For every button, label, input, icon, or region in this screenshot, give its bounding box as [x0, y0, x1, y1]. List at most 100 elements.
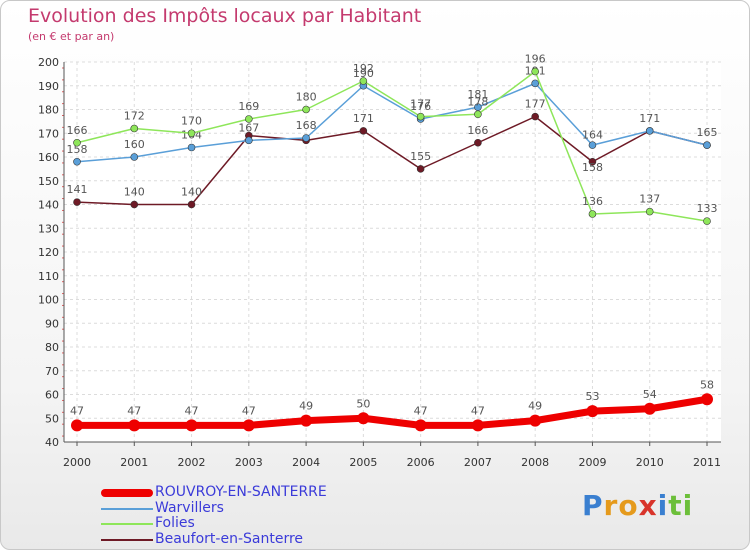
logo-letter: i [682, 489, 694, 522]
data-point [185, 419, 198, 432]
y-tick-label: 70 [45, 365, 59, 378]
x-tick-label: 2005 [349, 456, 377, 469]
data-point [71, 419, 83, 432]
data-point [128, 419, 141, 432]
data-label: 164 [582, 129, 603, 142]
data-point [300, 414, 313, 427]
legend-swatch [101, 489, 153, 497]
data-label: 136 [582, 195, 603, 208]
data-point [130, 153, 139, 161]
data-label: 172 [124, 110, 145, 123]
logo-letter: r [603, 489, 619, 522]
legend-label: Warvillers [155, 499, 224, 516]
logo-letter: P [582, 489, 604, 522]
logo-letter: i [657, 489, 669, 522]
data-point [357, 412, 370, 425]
data-label: 171 [639, 112, 660, 125]
data-label: 49 [299, 400, 313, 413]
data-point [302, 134, 310, 142]
x-tick-label: 2000 [63, 456, 91, 469]
data-label: 137 [639, 193, 660, 206]
data-point [416, 112, 425, 121]
data-point [645, 127, 654, 135]
logo-letter: x [638, 489, 658, 522]
data-label: 50 [356, 397, 370, 410]
data-point [242, 419, 255, 432]
data-label: 47 [414, 404, 428, 417]
y-tick-label: 120 [38, 246, 59, 259]
legend-label: Folies [155, 515, 195, 531]
y-tick-label: 40 [45, 436, 59, 449]
data-point [130, 124, 139, 133]
data-point [187, 129, 196, 138]
y-tick-label: 50 [45, 412, 59, 425]
data-point [588, 141, 597, 149]
data-label: 49 [528, 400, 542, 413]
data-point [586, 405, 599, 418]
data-label: 47 [471, 404, 485, 417]
data-point [73, 138, 81, 147]
data-label: 133 [697, 202, 718, 215]
y-tick-label: 200 [38, 56, 59, 69]
data-point [474, 110, 482, 119]
data-point [245, 136, 253, 145]
data-label: 166 [467, 124, 488, 137]
data-label: 190 [353, 67, 374, 80]
data-point [471, 419, 484, 432]
data-point [529, 414, 542, 427]
data-point [73, 198, 81, 206]
y-tick-label: 80 [45, 341, 59, 354]
y-tick-label: 170 [38, 127, 59, 140]
y-tick-label: 150 [38, 175, 59, 188]
data-point [187, 143, 196, 152]
data-label: 169 [238, 100, 259, 113]
data-label: 160 [124, 138, 145, 151]
data-label: 47 [127, 404, 141, 417]
data-label: 165 [697, 126, 718, 139]
logo-letter: o [618, 489, 639, 522]
data-label: 158 [582, 161, 603, 174]
data-label: 178 [467, 95, 488, 108]
legend-label: Beaufort-en-Santerre [155, 530, 304, 547]
data-point [73, 157, 81, 166]
proxiti-logo: Proxiti [582, 489, 693, 522]
y-tick-label: 100 [38, 294, 59, 307]
data-label: 140 [124, 186, 145, 199]
data-label: 54 [643, 388, 657, 401]
y-tick-label: 180 [38, 104, 59, 117]
data-point [701, 393, 713, 406]
data-point [187, 200, 196, 209]
data-label: 158 [67, 143, 88, 156]
data-label: 53 [585, 390, 599, 403]
legend-swatch [101, 538, 153, 541]
x-tick-label: 2002 [178, 456, 206, 469]
data-label: 140 [181, 186, 202, 199]
data-point [302, 105, 310, 114]
data-label: 168 [296, 119, 317, 132]
data-point [703, 217, 711, 225]
data-point [643, 402, 656, 415]
data-label: 141 [67, 183, 88, 196]
data-label: 47 [242, 404, 256, 417]
legend-label: ROUVROY-EN-SANTERRE [155, 484, 327, 500]
x-tick-label: 2004 [292, 456, 320, 469]
data-label: 47 [185, 404, 199, 417]
data-point [703, 141, 711, 149]
data-label: 177 [410, 98, 431, 111]
data-point [531, 67, 539, 76]
y-tick-label: 140 [38, 199, 59, 212]
x-tick-label: 2003 [235, 456, 263, 469]
data-label: 155 [410, 150, 431, 163]
data-label: 166 [67, 124, 88, 137]
y-tick-label: 110 [38, 270, 59, 283]
data-point [645, 207, 654, 216]
data-label: 180 [296, 91, 317, 104]
logo-letter: t [668, 489, 683, 522]
x-tick-label: 2011 [693, 456, 721, 469]
data-point [359, 127, 368, 135]
data-label: 176 [410, 100, 431, 113]
chart-subtitle: (en € et par an) [28, 30, 115, 43]
data-label: 171 [353, 112, 374, 125]
x-tick-label: 2007 [464, 456, 492, 469]
